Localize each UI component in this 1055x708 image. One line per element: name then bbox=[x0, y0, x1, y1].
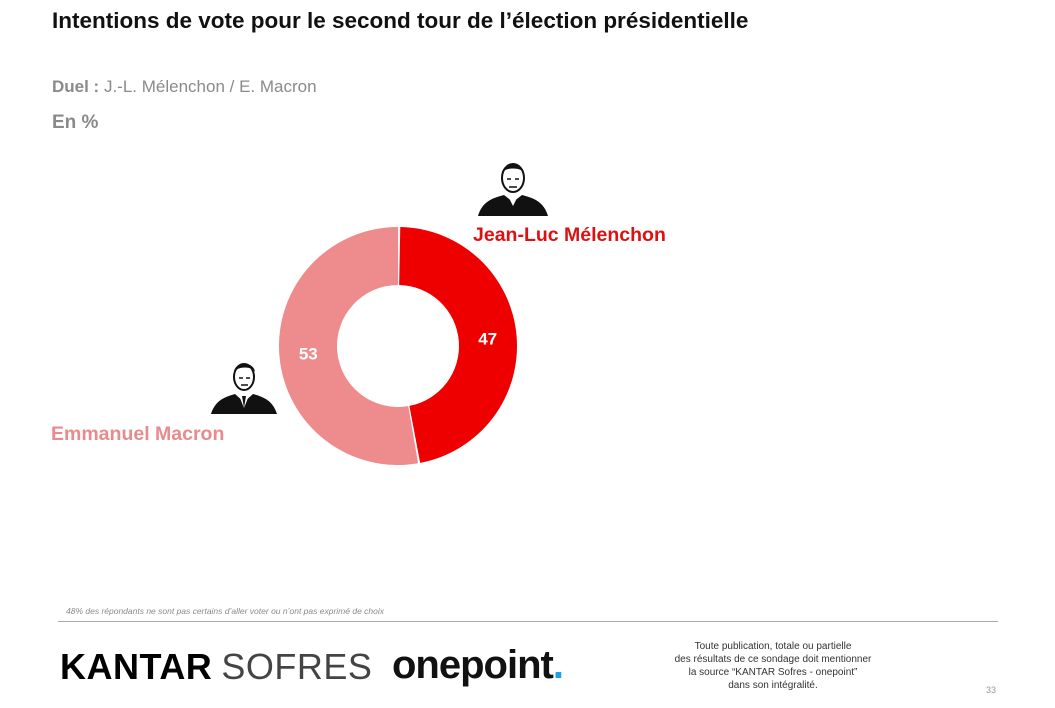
unit-label: En % bbox=[52, 112, 99, 133]
onepoint-logo: onepoint. bbox=[392, 643, 564, 687]
melenchon-portrait-icon bbox=[478, 163, 548, 216]
legal-line: des résultats de ce sondage doit mention… bbox=[674, 654, 872, 665]
macron-portrait-icon bbox=[211, 363, 277, 414]
legal-notice: Toute publication, totale ou partielle d… bbox=[640, 640, 906, 692]
slice-value-label: 47 bbox=[478, 329, 497, 348]
slice-name-label: Emmanuel Macron bbox=[51, 423, 224, 445]
donut-slice-macron bbox=[279, 227, 419, 465]
legal-line: dans son intégralité. bbox=[728, 680, 818, 691]
legal-line: Toute publication, totale ou partielle bbox=[694, 641, 852, 652]
donut-chart: 47 Jean-Luc Mélenchon 53 Emmanuel Macron bbox=[51, 224, 666, 465]
chart-subtitle: Duel : J.-L. Mélenchon / E. Macron bbox=[52, 77, 317, 97]
chart-title: Intentions de vote pour le second tour d… bbox=[52, 8, 749, 33]
kantar-logo-text: KANTAR bbox=[60, 646, 213, 687]
slice-value-label: 53 bbox=[299, 345, 318, 364]
footer-divider bbox=[58, 621, 998, 622]
onepoint-logo-dot: . bbox=[552, 643, 564, 687]
donut-slice-melenchon bbox=[399, 227, 517, 463]
page-number: 33 bbox=[986, 685, 997, 695]
subtitle-label: Duel : bbox=[52, 77, 100, 96]
subtitle-text: J.-L. Mélenchon / E. Macron bbox=[99, 77, 317, 96]
onepoint-logo-text: onepoint bbox=[392, 643, 554, 687]
footnote: 48% des répondants ne sont pas certains … bbox=[66, 606, 384, 616]
sofres-logo-text: SOFRES bbox=[221, 646, 373, 687]
legal-line: la source “KANTAR Sofres - onepoint” bbox=[688, 667, 858, 678]
slice-name-label: Jean-Luc Mélenchon bbox=[473, 224, 666, 246]
kantar-sofres-logo: KANTAR SOFRES bbox=[60, 647, 372, 687]
